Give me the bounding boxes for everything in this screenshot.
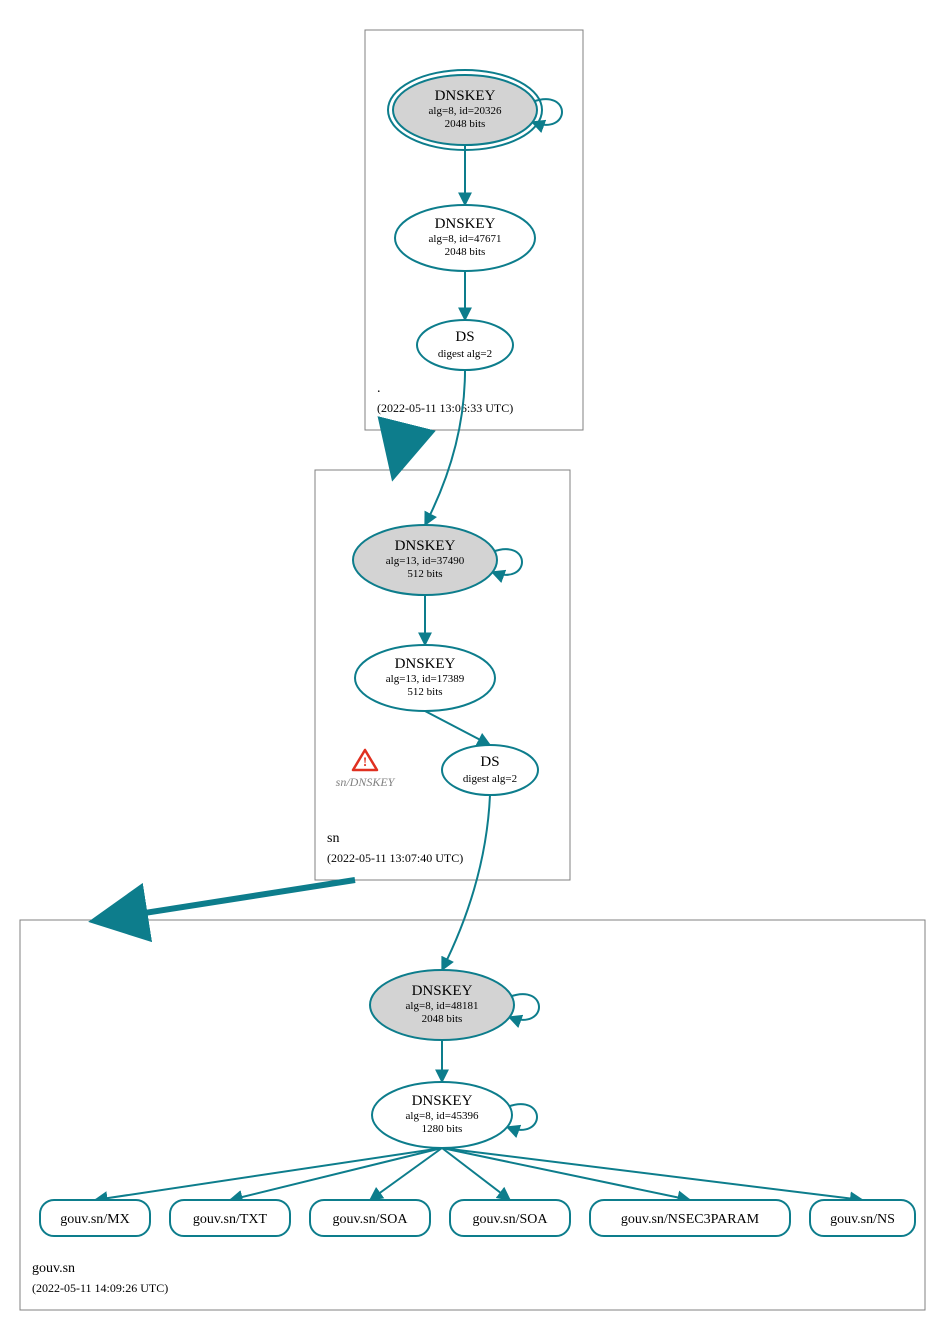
warning-bang: ! <box>363 754 367 769</box>
node-line3: 2048 bits <box>445 246 486 258</box>
zone-label: . <box>377 381 381 396</box>
node-line2: alg=8, id=20326 <box>429 105 502 117</box>
node-line2: alg=8, id=47671 <box>429 233 502 245</box>
rrset-label: gouv.sn/SOA <box>333 1212 409 1227</box>
zone-delegation-arrow <box>395 430 405 470</box>
node-line2: digest alg=2 <box>463 773 517 785</box>
node-line2: alg=13, id=17389 <box>386 673 465 685</box>
rrset-label: gouv.sn/MX <box>60 1212 130 1227</box>
node-title: DNSKEY <box>435 88 496 104</box>
chain-edge <box>425 711 490 745</box>
node-title: DNSKEY <box>412 1093 473 1109</box>
node-line3: 512 bits <box>407 686 442 698</box>
node-line3: 512 bits <box>407 568 442 580</box>
node-title: DS <box>455 329 474 345</box>
zone-timestamp: (2022-05-11 13:07:40 UTC) <box>327 851 463 865</box>
node-line2: alg=8, id=48181 <box>406 1000 479 1012</box>
rrset-edge <box>370 1148 442 1200</box>
zone-delegation-arrow <box>100 880 355 920</box>
node-title: DNSKEY <box>412 983 473 999</box>
warning-label: sn/DNSKEY <box>336 775 396 789</box>
chain-edge <box>442 795 490 970</box>
node-line3: 1280 bits <box>422 1123 463 1135</box>
rrset-label: gouv.sn/TXT <box>193 1212 268 1227</box>
node-title: DNSKEY <box>395 656 456 672</box>
zone-label: sn <box>327 831 339 846</box>
node-line2: alg=8, id=45396 <box>406 1110 479 1122</box>
key-node <box>417 320 513 370</box>
zone-label: gouv.sn <box>32 1261 75 1276</box>
rrset-label: gouv.sn/SOA <box>473 1212 549 1227</box>
node-title: DNSKEY <box>395 538 456 554</box>
rrset-label: gouv.sn/NSEC3PARAM <box>621 1212 760 1227</box>
rrset-edge <box>95 1148 442 1200</box>
zone-timestamp: (2022-05-11 14:09:26 UTC) <box>32 1281 168 1295</box>
dnssec-chain-diagram: . (2022-05-11 13:06:33 UTC) sn (2022-05-11 … <box>10 10 927 1322</box>
node-line3: 2048 bits <box>445 118 486 130</box>
node-line2: digest alg=2 <box>438 348 492 360</box>
key-node <box>442 745 538 795</box>
node-line2: alg=13, id=37490 <box>386 555 465 567</box>
rrset-label: gouv.sn/NS <box>830 1212 895 1227</box>
node-line3: 2048 bits <box>422 1013 463 1025</box>
chain-edge <box>425 370 465 525</box>
node-title: DS <box>480 754 499 770</box>
zone-timestamp: (2022-05-11 13:06:33 UTC) <box>377 401 513 415</box>
node-title: DNSKEY <box>435 216 496 232</box>
